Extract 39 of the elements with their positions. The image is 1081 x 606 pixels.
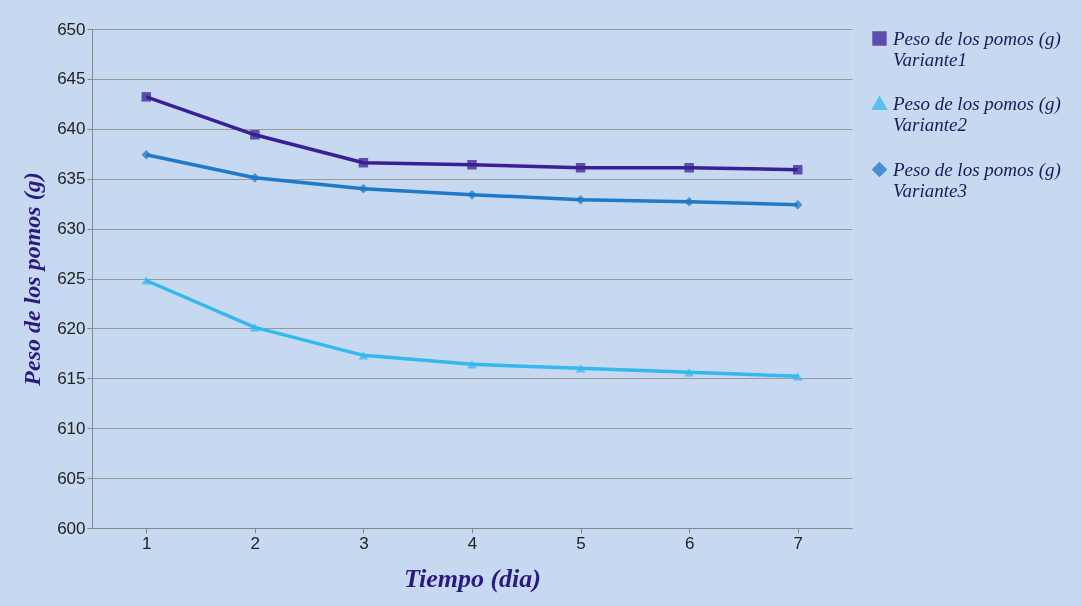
y-tick-label: 605: [57, 468, 86, 488]
x-tick-label: 7: [793, 533, 803, 553]
y-tick-label: 635: [57, 169, 86, 189]
point: [684, 196, 694, 207]
point: [358, 351, 369, 360]
point: [358, 157, 369, 168]
point: [250, 172, 260, 183]
x-tick-label: 6: [684, 533, 695, 553]
legend-label: Peso de los pomos (g) Variante2: [892, 92, 1061, 135]
y-tick-label: 630: [57, 219, 86, 239]
y-tick-label: 650: [57, 19, 86, 39]
point: [141, 92, 152, 102]
legend-label: Peso de los pomos (g) Variante3: [892, 158, 1061, 201]
y-tick-label: 625: [57, 269, 86, 288]
point: [575, 162, 586, 173]
x-tick-label: 1: [142, 533, 152, 553]
legend-label: Peso de los pomos (g) Variante1: [892, 27, 1061, 70]
x-tick-label: 5: [576, 533, 586, 553]
y-tick-label: 620: [57, 318, 86, 338]
y-tick-label: 600: [57, 518, 86, 538]
y-tick-label: 640: [57, 119, 86, 139]
point: [141, 276, 152, 285]
x-tick-label: 4: [467, 533, 478, 553]
point: [684, 162, 694, 173]
y-tick-label: 610: [57, 418, 86, 438]
point: [250, 323, 260, 332]
point: [467, 159, 477, 170]
point: [684, 368, 694, 377]
y-tick-label: 615: [57, 368, 86, 388]
y-tick-label: 645: [57, 69, 86, 89]
point: [250, 130, 260, 140]
y-axis-title: Peso de los pomos (g): [19, 172, 46, 387]
point: [467, 189, 477, 200]
point: [575, 364, 586, 373]
x-tick-label: 2: [250, 533, 261, 553]
point: [792, 372, 803, 381]
x-tick-label: 3: [359, 533, 369, 553]
point: [792, 164, 803, 175]
x-axis-title: Tiempo (dia): [404, 563, 541, 593]
